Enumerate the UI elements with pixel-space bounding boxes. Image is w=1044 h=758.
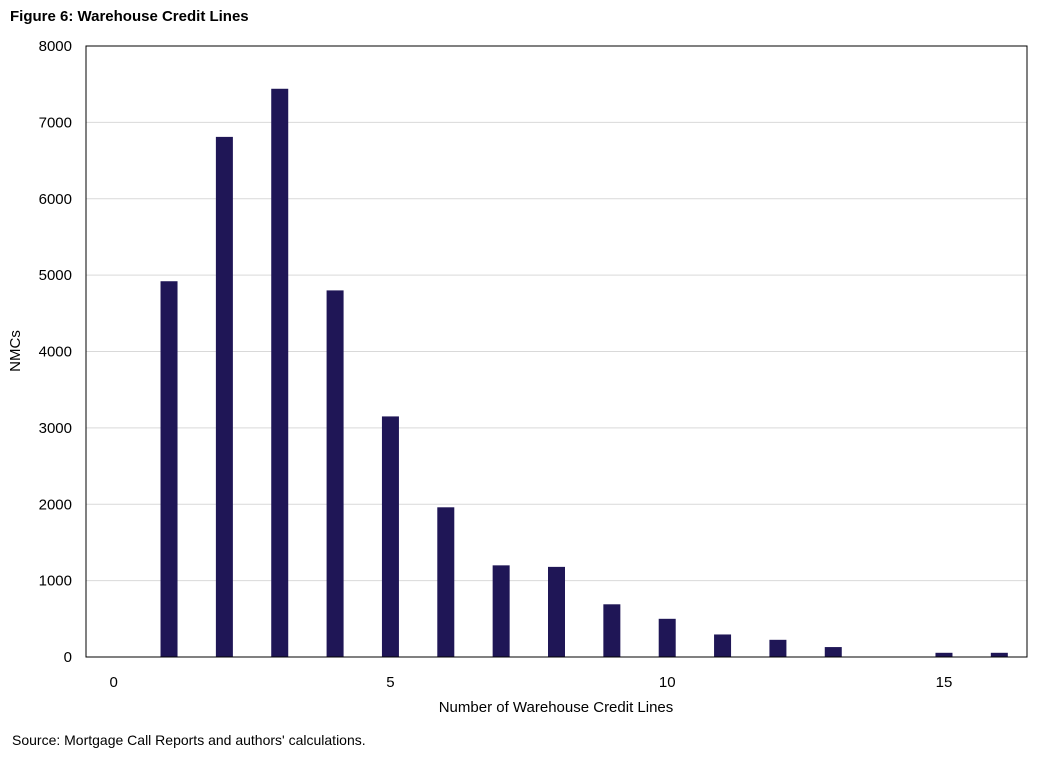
bar	[381, 416, 399, 657]
bar	[769, 639, 787, 657]
bar	[824, 647, 842, 657]
bar	[492, 565, 510, 657]
figure-title: Figure 6: Warehouse Credit Lines	[10, 8, 249, 25]
y-tick-label: 7000	[39, 114, 72, 131]
y-tick-label: 4000	[39, 344, 72, 361]
x-tick-label: 10	[659, 674, 676, 691]
x-axis-ticks: 0 5 10 15	[110, 674, 953, 691]
bar	[215, 136, 233, 658]
y-tick-label: 2000	[39, 496, 72, 513]
y-axis-ticks: 0 1000 2000 3000 4000 5000 6000 7000 8000	[39, 38, 72, 666]
bar	[990, 652, 1008, 657]
y-tick-label: 6000	[39, 191, 72, 208]
bar	[658, 618, 676, 657]
x-axis-title: Number of Warehouse Credit Lines	[439, 699, 674, 716]
x-tick-label: 0	[110, 674, 118, 691]
bar	[935, 652, 953, 657]
bar	[548, 566, 565, 657]
y-axis-title: NMCs	[7, 330, 24, 372]
x-tick-label: 15	[936, 674, 953, 691]
bar	[603, 604, 621, 657]
x-tick-label: 5	[386, 674, 394, 691]
source-note: Source: Mortgage Call Reports and author…	[12, 732, 366, 748]
y-tick-label: 0	[64, 649, 72, 666]
y-tick-label: 5000	[39, 267, 72, 284]
bar	[271, 88, 289, 657]
bar	[437, 507, 455, 657]
bar	[714, 634, 732, 657]
plot-frame	[85, 45, 1028, 658]
bars	[160, 88, 1008, 658]
y-tick-label: 3000	[39, 420, 72, 437]
y-tick-label: 1000	[39, 573, 72, 590]
bar	[326, 290, 344, 657]
y-tick-label: 8000	[39, 38, 72, 55]
bar	[160, 281, 178, 657]
